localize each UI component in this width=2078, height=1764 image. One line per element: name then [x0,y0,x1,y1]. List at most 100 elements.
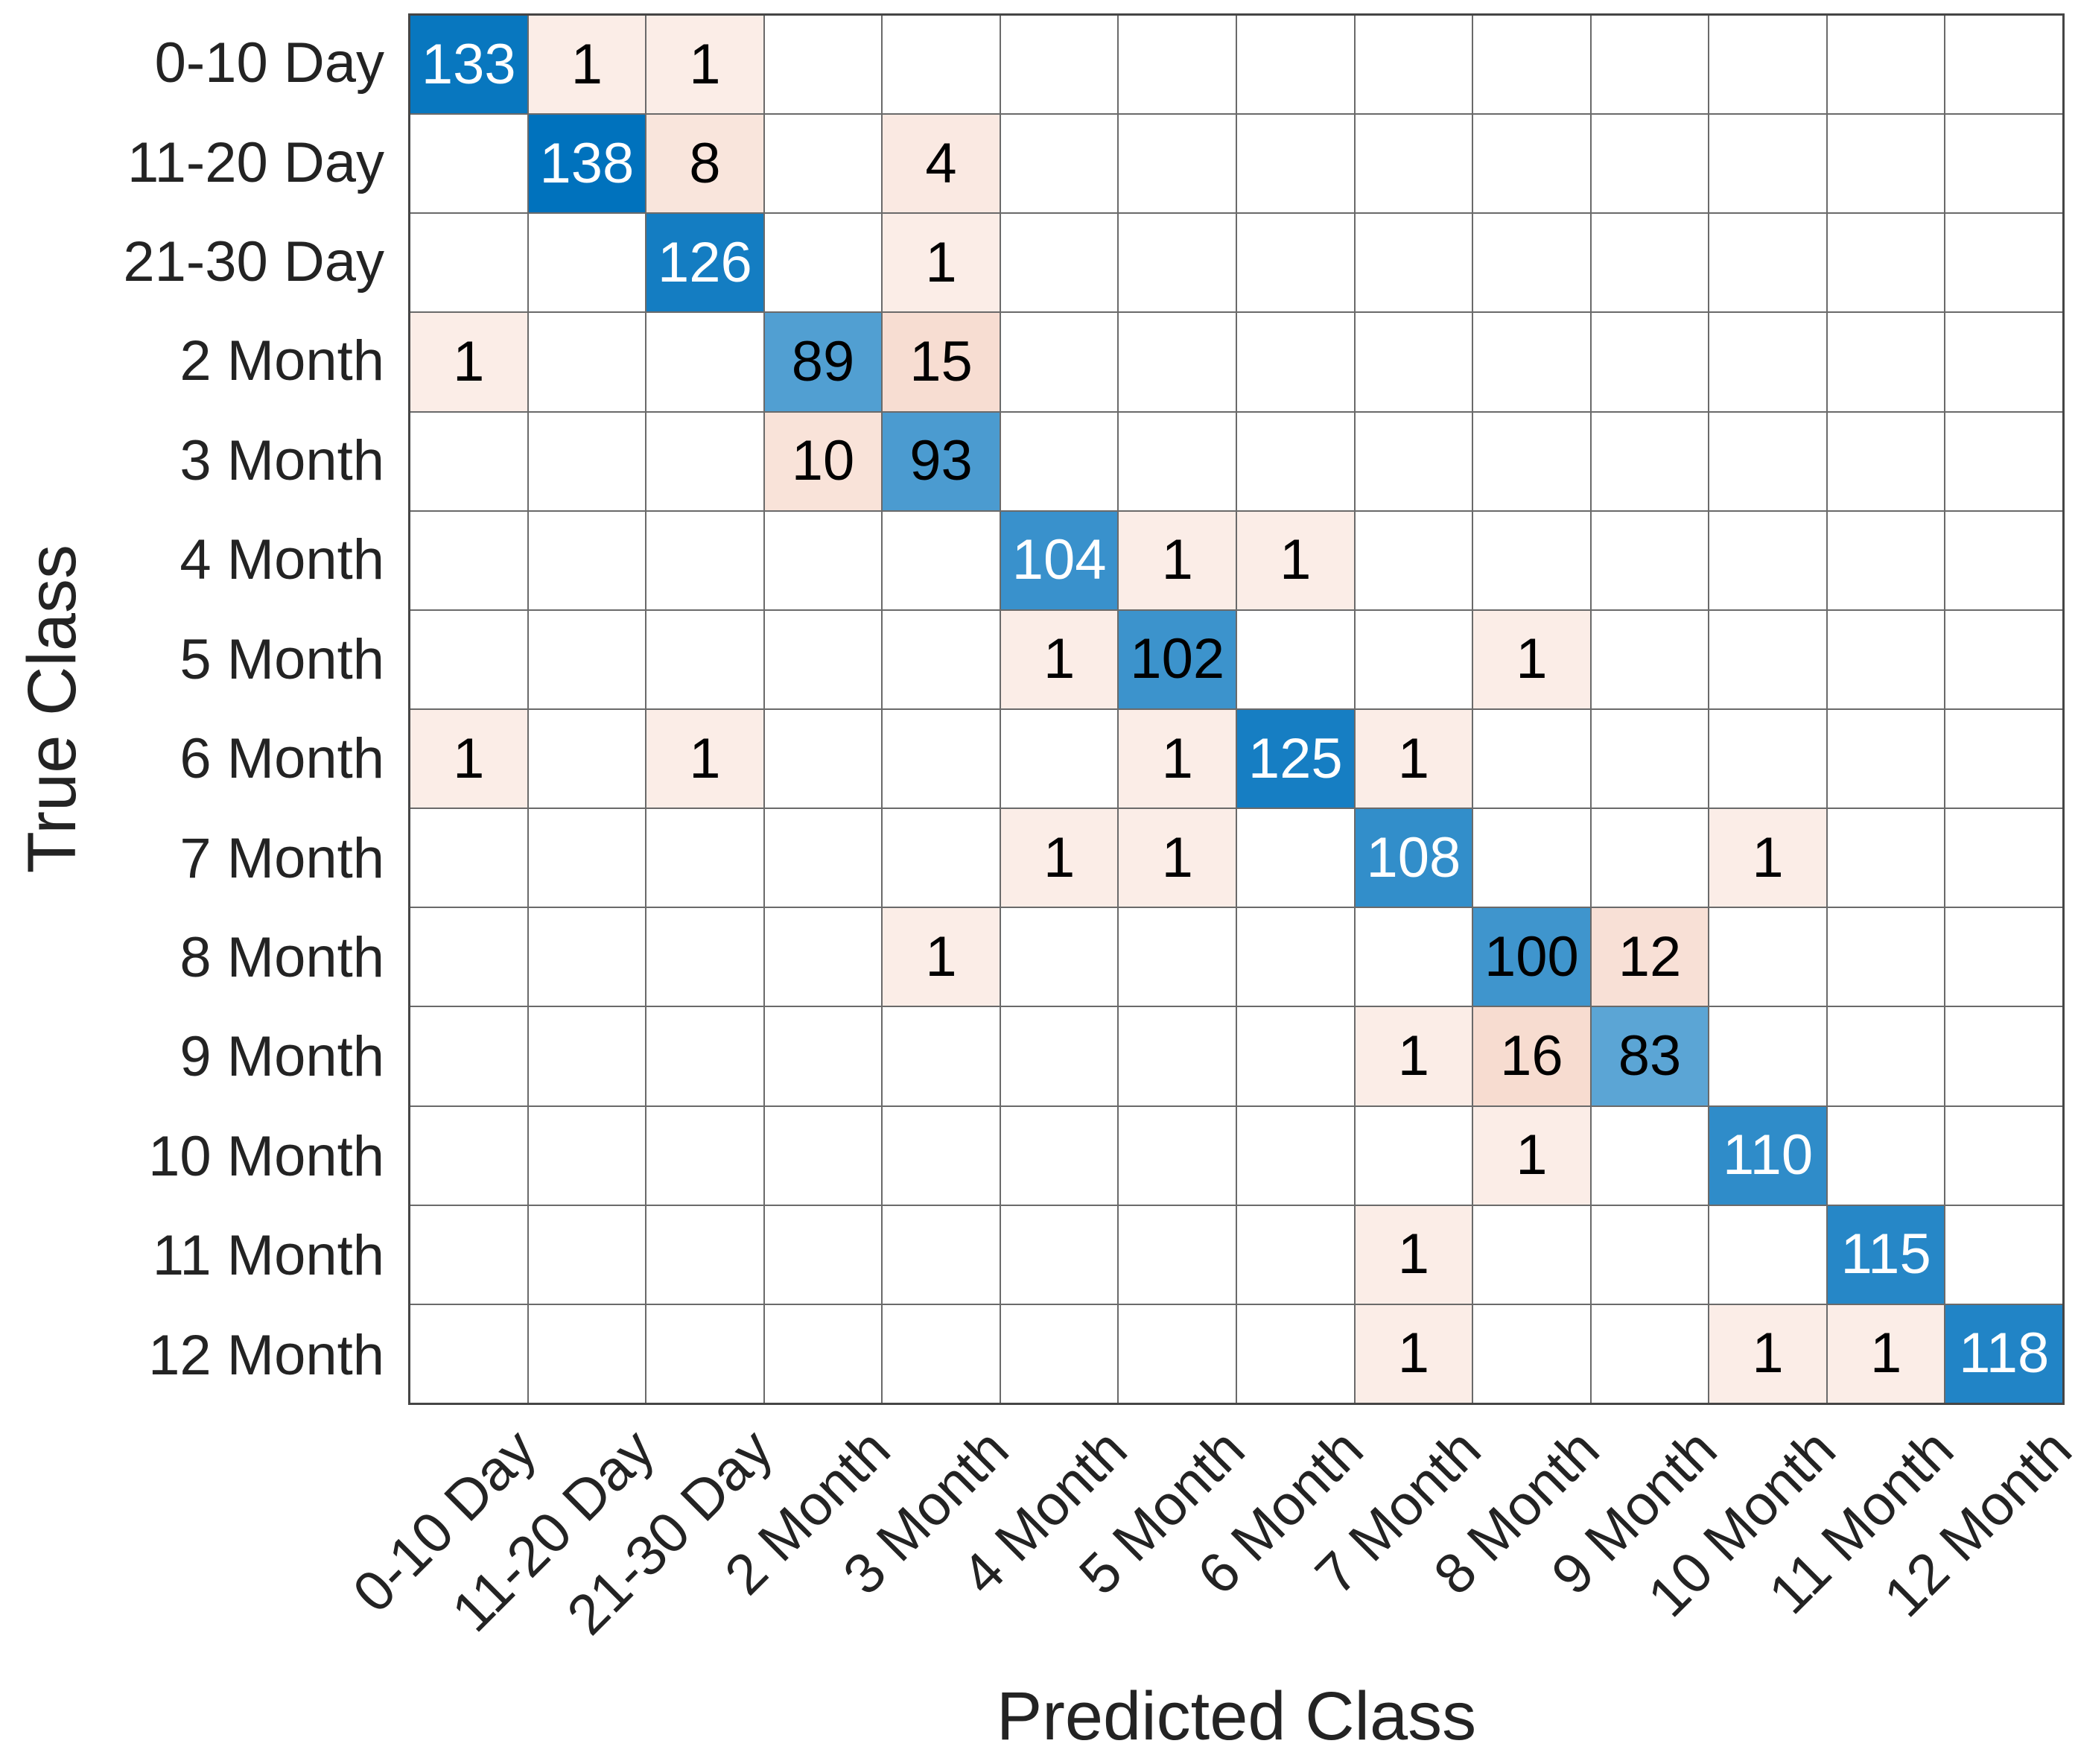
matrix-cell [1473,313,1590,411]
matrix-cell [1473,115,1590,213]
matrix-cell: 1 [646,16,763,114]
x-tick-label: 5 Month [1067,1417,1257,1607]
matrix-cell: 1 [883,908,1000,1006]
matrix-cell [1000,1205,1118,1304]
y-tick-label: 9 Month [179,1025,384,1089]
matrix-cell [410,908,527,1006]
matrix-cell: 126 [646,214,763,312]
matrix-cell [1355,16,1472,114]
matrix-cell [1355,412,1472,510]
matrix-cell [1827,313,1945,411]
matrix-cell [1000,1304,1118,1403]
matrix-cell [1236,214,1354,312]
matrix-cell: 108 [1355,809,1472,907]
x-tick-label: 10 Month [1636,1417,1848,1629]
y-tick-label: 12 Month [148,1323,384,1387]
matrix-cell [528,1304,646,1403]
matrix-cell [646,511,763,609]
matrix-cell [1119,16,1236,114]
y-tick-label: 7 Month [179,826,384,890]
matrix-cell [1119,115,1236,213]
matrix-cell [528,610,646,708]
matrix-cell [1591,1106,1709,1205]
matrix-cell [410,809,527,907]
matrix-cell [528,1007,646,1105]
matrix-cell: 1 [1355,1007,1472,1105]
matrix-cell [1119,1205,1236,1304]
matrix-cell [1119,1106,1236,1205]
matrix-grid: 133 1 1 138 8 4 126 1 1 89 15 10 93 104 1 1 1 102 1 1 1 1 125 1… [408,13,2065,1405]
matrix-cell [1119,908,1236,1006]
matrix-cell [1591,709,1709,808]
matrix-cell [1945,412,2062,510]
matrix-cell [1119,214,1236,312]
matrix-cell [1591,313,1709,411]
matrix-cell [1236,115,1354,213]
matrix-cell [528,214,646,312]
matrix-cell [1945,610,2062,708]
matrix-cell: 1 [1709,809,1826,907]
matrix-cell [1236,1007,1354,1105]
matrix-cell [1473,1205,1590,1304]
matrix-cell: 1 [1473,1106,1590,1205]
matrix-cell: 110 [1709,1106,1826,1205]
y-tick-label: 21-30 Day [123,230,384,294]
matrix-cell [1236,1106,1354,1205]
y-tick-label: 2 Month [179,329,384,393]
matrix-cell [764,16,882,114]
matrix-cell: 1 [1236,511,1354,609]
matrix-cell: 118 [1945,1304,2062,1403]
matrix-cell: 1 [1473,610,1590,708]
x-tick-label: 2 Month [713,1417,903,1607]
y-tick-label: 5 Month [179,627,384,691]
x-axis-title: Predicted Class [996,1678,1477,1754]
matrix-cell: 1 [1827,1304,1945,1403]
matrix-cell [1473,1304,1590,1403]
matrix-cell [1709,115,1826,213]
matrix-cell [1000,1007,1118,1105]
matrix-cell [410,511,527,609]
x-tick-label: 9 Month [1540,1417,1729,1607]
matrix-cell [410,1007,527,1105]
matrix-cell [764,1205,882,1304]
matrix-cell: 8 [646,115,763,213]
matrix-cell [1119,1007,1236,1105]
matrix-cell [528,809,646,907]
matrix-cell [528,1205,646,1304]
matrix-cell [1709,16,1826,114]
x-tick-label: 11 Month [1756,1417,1966,1626]
matrix-cell [883,1304,1000,1403]
matrix-cell [528,313,646,411]
matrix-cell [410,1205,527,1304]
matrix-cell [528,511,646,609]
matrix-cell [1827,809,1945,907]
matrix-cell [1827,16,1945,114]
matrix-cell [1827,412,1945,510]
matrix-cell [1355,511,1472,609]
y-tick-label: 3 Month [179,428,384,492]
matrix-cell [1709,709,1826,808]
x-tick-label: 21-30 Day [555,1417,785,1647]
matrix-cell [1591,809,1709,907]
matrix-cell [1119,1304,1236,1403]
matrix-cell [1355,908,1472,1006]
matrix-cell [883,16,1000,114]
y-tick-label: 10 Month [148,1124,384,1188]
matrix-cell [1945,1205,2062,1304]
matrix-cell: 115 [1827,1205,1945,1304]
matrix-cell [1591,1205,1709,1304]
matrix-cell [1355,115,1472,213]
matrix-cell: 15 [883,313,1000,411]
matrix-cell [1709,412,1826,510]
matrix-cell [1827,511,1945,609]
y-tick-label: 11 Month [152,1224,384,1288]
matrix-cell [764,511,882,609]
matrix-cell: 1 [646,709,763,808]
matrix-cell: 1 [1000,610,1118,708]
matrix-cell: 12 [1591,908,1709,1006]
matrix-cell [1945,709,2062,808]
matrix-cell [1000,709,1118,808]
matrix-cell [764,1007,882,1105]
matrix-cell: 10 [764,412,882,510]
